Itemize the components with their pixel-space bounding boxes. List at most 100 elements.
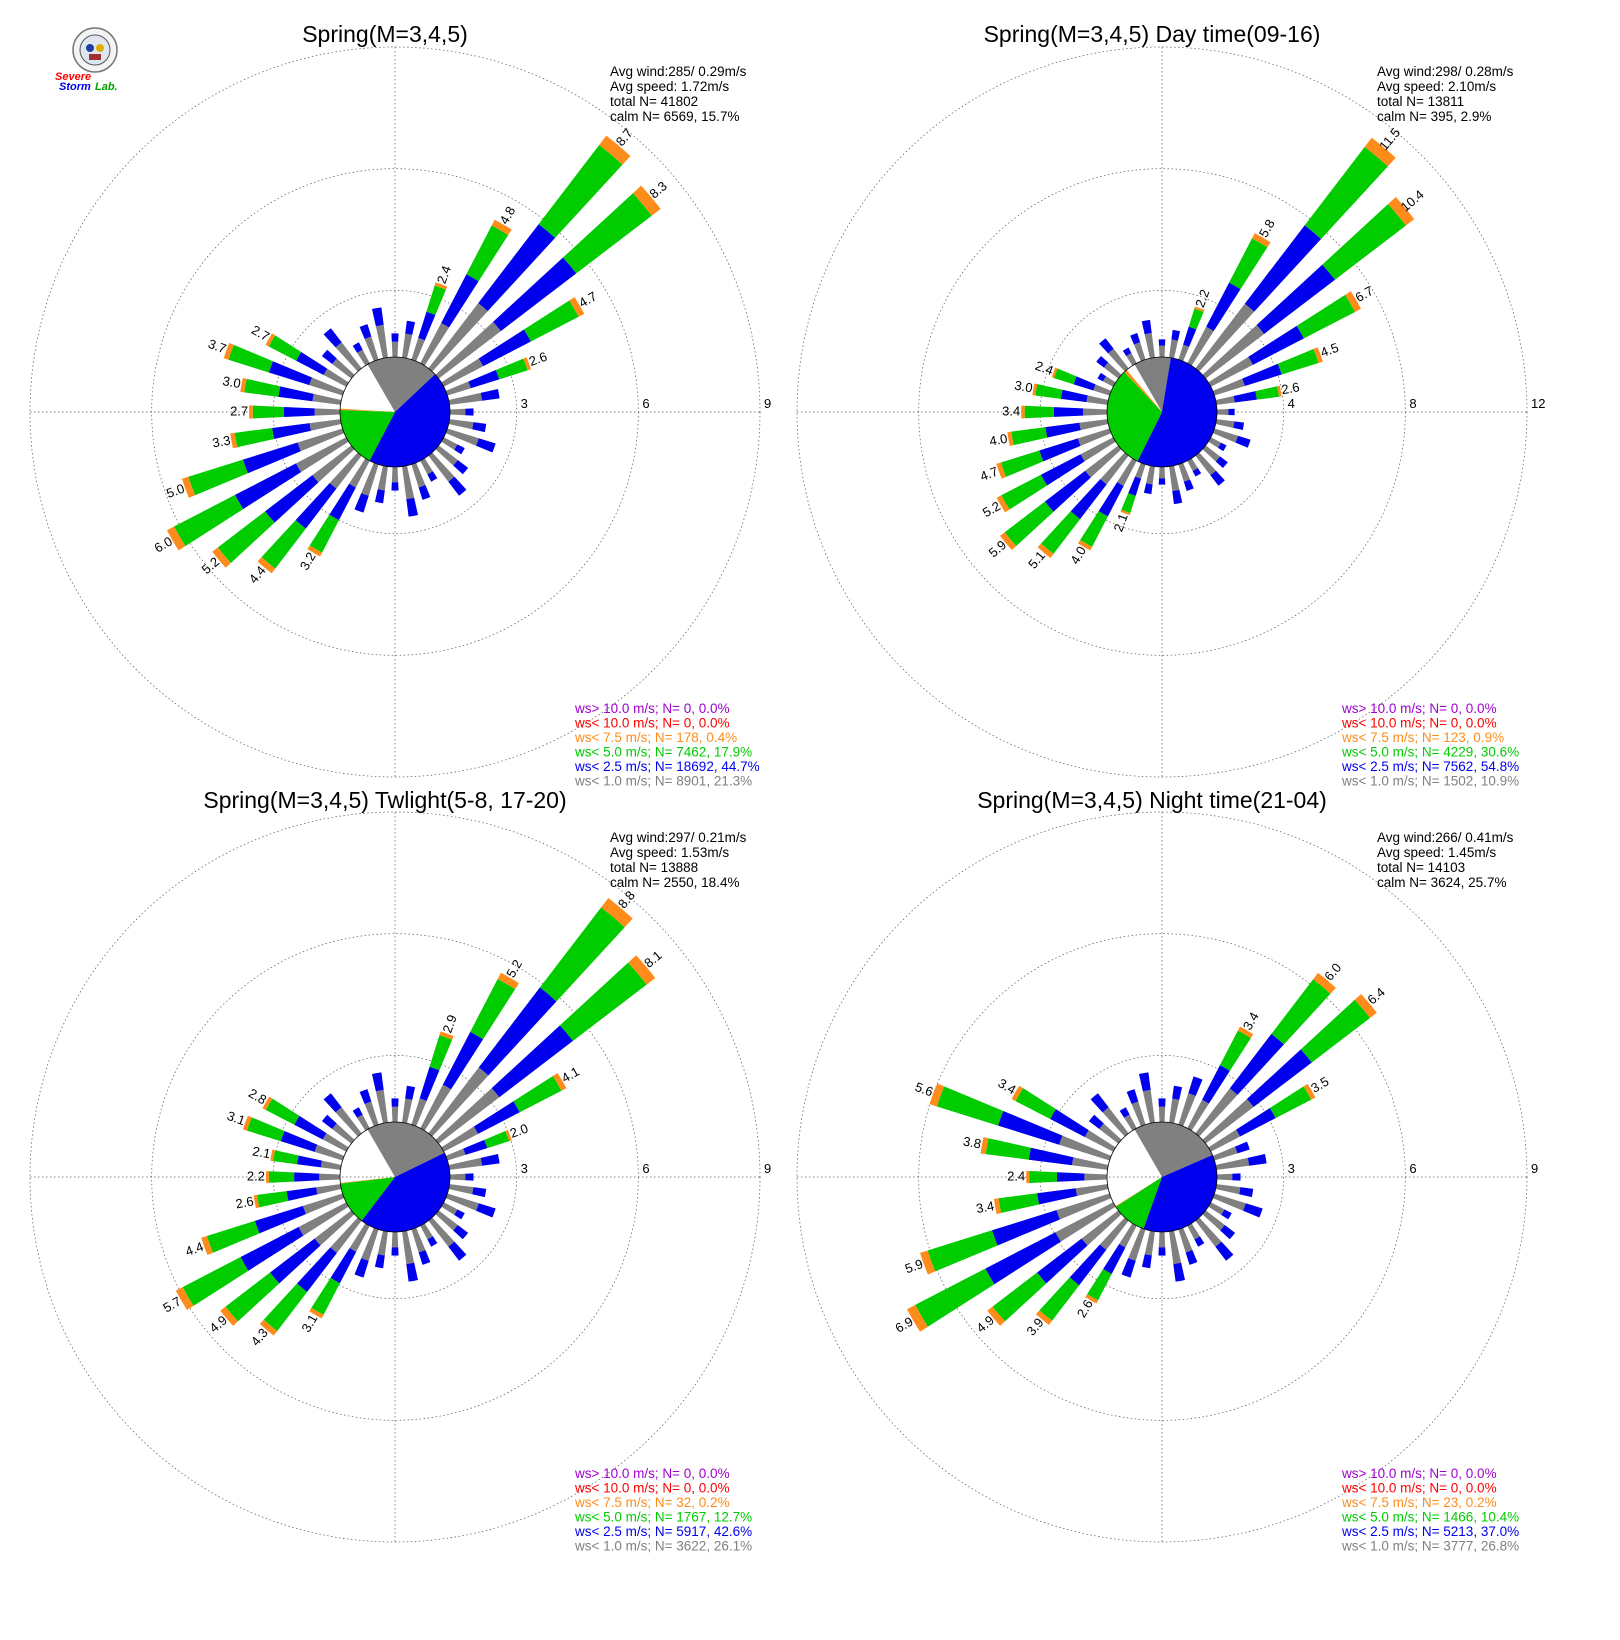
wind-bar-segment [354, 493, 369, 513]
bar-value-label: 3.0 [1013, 378, 1033, 396]
bar-value-label: 4.5 [1318, 340, 1340, 360]
bar-value-label: 5.9 [903, 1256, 925, 1276]
wind-bar-segment [428, 1217, 455, 1247]
wind-bar-segment [1069, 1244, 1107, 1286]
wind-bar-segment [329, 483, 356, 521]
wind-bar-segment [166, 526, 186, 551]
wind-bar-segment [448, 1157, 483, 1170]
stat-line: calm N= 6569, 15.7% [610, 109, 739, 124]
wind-bar-segment [1215, 1157, 1250, 1170]
wind-bar-segment [1090, 1093, 1109, 1113]
ring-tick-label: 3 [521, 1161, 528, 1176]
wind-bar-segment [1233, 421, 1245, 431]
wind-bar-segment [240, 1227, 304, 1271]
wind-bar-segment [449, 1173, 466, 1181]
wind-bar-segment [309, 377, 345, 396]
wind-bar-segment [465, 1173, 474, 1181]
wind-bar-segment [1215, 1184, 1241, 1195]
stat-line: Avg speed: 1.45m/s [1377, 845, 1496, 860]
wind-bar-segment [992, 1210, 1060, 1246]
wind-bar-segment [472, 422, 487, 433]
wind-bar-segment [448, 419, 474, 430]
wind-bar-segment [473, 1101, 520, 1134]
wind-bar-segment [1035, 1310, 1053, 1325]
wind-bar-segment [1215, 395, 1235, 405]
wind-bar-segment [391, 1098, 399, 1107]
legend-entry: ws< 10.0 m/s; N= 0, 0.0% [1341, 716, 1497, 731]
wind-bar-segment [1079, 419, 1109, 431]
wind-bar-segment [1212, 378, 1245, 396]
wind-bar-segment [1187, 1099, 1209, 1131]
wind-bar-segment [1097, 372, 1106, 382]
wind-bar-segment [1202, 1098, 1254, 1144]
wind-bar-segment [996, 462, 1007, 479]
wind-bar-segment [242, 442, 301, 474]
wind-bar-segment [330, 1217, 362, 1253]
wind-bar-segment [411, 337, 425, 362]
wind-bar-segment [1158, 478, 1166, 485]
wind-bar-segment [1040, 454, 1085, 486]
wind-bar-segment [206, 1220, 260, 1253]
wind-bar-segment [1173, 1262, 1186, 1282]
wind-bar-segment [1208, 437, 1222, 448]
wind-bar-segment [1007, 431, 1014, 447]
wind-bar-segment [1354, 993, 1377, 1018]
calm-pie-outline [339, 356, 451, 468]
wind-bar-segment [1138, 1072, 1151, 1092]
wind-bar-segment [323, 328, 342, 348]
ring-tick-label: 6 [642, 1161, 649, 1176]
wind-bar-segment [999, 532, 1017, 551]
bar-value-label: 2.6 [527, 349, 549, 369]
logo-text-severe: Severe [55, 71, 91, 83]
wind-bar-segment [321, 349, 337, 364]
ring-tick-label: 6 [642, 396, 649, 411]
wind-bar-segment [411, 1098, 427, 1127]
wind-bar-segment [352, 1107, 363, 1118]
wind-bar-segment [1073, 376, 1096, 391]
wind-bar-segment [321, 1114, 337, 1129]
wind-bar-segment [265, 1171, 270, 1183]
bar-value-label: 4.0 [988, 431, 1008, 449]
wind-bar-segment [523, 357, 531, 371]
range-ring [29, 811, 761, 1543]
wind-bar-segment [375, 1089, 388, 1124]
wind-bar-segment [449, 408, 466, 416]
wind-bar-segment [361, 462, 379, 496]
wind-bar-segment [1028, 1147, 1074, 1166]
wind-bar-segment [359, 324, 372, 340]
wind-bar-segment [174, 494, 244, 547]
wind-bar-segment [391, 1106, 399, 1123]
wind-bar-segment [252, 405, 284, 419]
wind-bar-segment [1178, 344, 1190, 362]
wind-bar-segment [332, 358, 355, 379]
wind-bar-segment [314, 408, 341, 416]
stat-line: calm N= 395, 2.9% [1377, 109, 1491, 124]
calm-pie-slice-orange [1115, 1177, 1162, 1207]
wind-bar-segment [298, 1202, 349, 1236]
wind-bar-segment [175, 1287, 194, 1311]
wind-bar-segment [265, 475, 319, 523]
wind-bar-segment [1001, 474, 1048, 510]
wind-bar-segment [314, 1210, 355, 1246]
wind-bar-segment [1000, 450, 1044, 477]
wind-bar-segment [1185, 1249, 1198, 1265]
wind-bar-segment [302, 1193, 345, 1215]
wind-bar-segment [1075, 1184, 1109, 1196]
wind-bar-segment [1208, 1129, 1241, 1152]
bar-value-label: 3.4 [975, 1198, 995, 1216]
wind-bar-segment [375, 324, 388, 359]
wind-bar-segment [1187, 458, 1198, 472]
wind-bar-segment [1024, 405, 1054, 419]
wind-bar-segment [429, 1035, 453, 1071]
wind-bar-segment [314, 1144, 345, 1161]
legend-entry: ws< 2.5 m/s; N= 18692, 44.7% [574, 759, 760, 774]
wind-bar-segment [249, 405, 253, 419]
wind-bar-segment [1144, 1230, 1155, 1256]
wind-bar-segment [1202, 1065, 1230, 1104]
wind-bar-segment [1059, 1135, 1112, 1161]
wind-bar-segment [212, 547, 231, 568]
wind-bar-segment [448, 1184, 474, 1195]
wind-bar-segment [371, 307, 384, 327]
wind-bar-segment [1195, 1088, 1238, 1137]
wind-bar-segment [273, 1150, 299, 1165]
